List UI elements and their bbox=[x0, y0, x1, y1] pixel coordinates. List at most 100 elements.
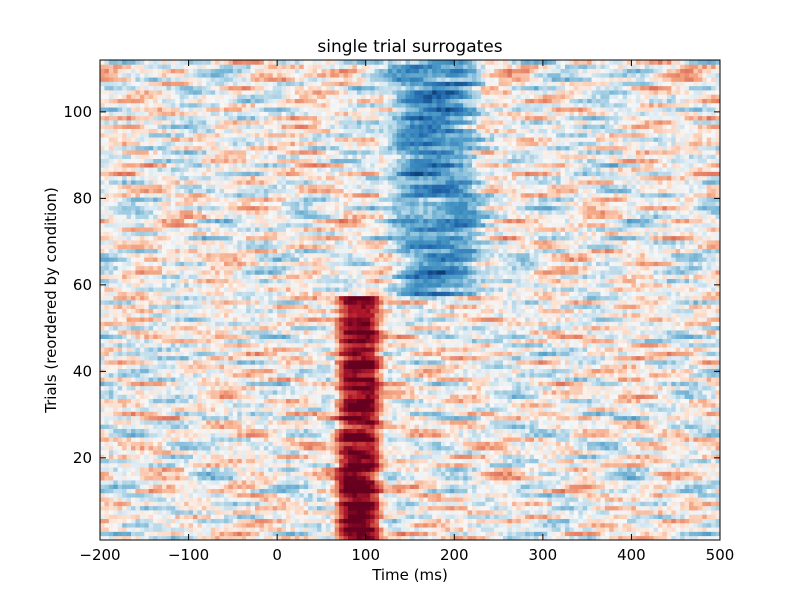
heatmap-cell bbox=[197, 471, 203, 477]
heatmap-cell bbox=[113, 407, 119, 412]
heatmap-cell bbox=[179, 501, 185, 507]
heatmap-cell bbox=[325, 497, 331, 502]
heatmap-cell bbox=[622, 492, 628, 498]
heatmap-cell bbox=[600, 480, 606, 485]
heatmap-cell bbox=[418, 488, 424, 494]
heatmap-cell bbox=[697, 462, 703, 468]
heatmap-cell bbox=[224, 454, 229, 459]
heatmap-cell bbox=[228, 484, 234, 489]
heatmap-cell bbox=[565, 420, 570, 425]
heatmap-cell bbox=[175, 390, 181, 395]
heatmap-cell bbox=[516, 510, 522, 515]
heatmap-cell bbox=[117, 497, 123, 502]
heatmap-cell bbox=[658, 514, 663, 519]
heatmap-cell bbox=[339, 437, 344, 442]
heatmap-cell bbox=[277, 402, 282, 408]
heatmap-cell bbox=[525, 467, 530, 472]
heatmap-cell bbox=[387, 488, 393, 494]
heatmap-cell bbox=[184, 441, 189, 447]
heatmap-cell bbox=[458, 518, 464, 524]
heatmap-cell bbox=[100, 394, 105, 399]
heatmap-cell bbox=[272, 501, 278, 507]
heatmap-cell bbox=[542, 497, 548, 502]
heatmap-cell bbox=[334, 518, 340, 524]
heatmap-cell bbox=[237, 450, 243, 455]
heatmap-cell bbox=[108, 535, 114, 541]
heatmap-cell bbox=[210, 424, 216, 429]
heatmap-cell bbox=[339, 510, 344, 515]
heatmap-cell bbox=[272, 467, 278, 472]
heatmap-cell bbox=[706, 398, 712, 404]
heatmap-cell bbox=[432, 480, 437, 485]
heatmap-cell bbox=[179, 415, 185, 421]
heatmap-cell bbox=[627, 458, 632, 464]
heatmap-cell bbox=[556, 398, 561, 404]
heatmap-cell bbox=[387, 390, 393, 395]
heatmap-cell bbox=[405, 394, 411, 399]
heatmap-cell bbox=[117, 394, 123, 399]
heatmap-cell bbox=[622, 501, 628, 507]
heatmap-cell bbox=[272, 497, 278, 502]
heatmap-cell bbox=[556, 467, 561, 472]
heatmap-cell bbox=[525, 462, 530, 468]
heatmap-cell bbox=[689, 514, 694, 519]
heatmap-cell bbox=[321, 445, 327, 451]
heatmap-cell bbox=[131, 518, 136, 524]
heatmap-cell bbox=[294, 415, 300, 421]
heatmap-cell bbox=[228, 402, 234, 408]
heatmap-cell bbox=[573, 420, 579, 425]
heatmap-cell bbox=[578, 407, 584, 412]
heatmap-cell bbox=[414, 522, 420, 528]
heatmap-cell bbox=[228, 398, 234, 404]
heatmap-cell bbox=[600, 441, 606, 447]
heatmap-cell bbox=[547, 531, 553, 537]
heatmap-cell bbox=[573, 445, 579, 451]
heatmap-cell bbox=[374, 450, 380, 455]
heatmap-cell bbox=[193, 518, 198, 524]
heatmap-cell bbox=[432, 497, 437, 502]
heatmap-cell bbox=[210, 480, 216, 485]
heatmap-cell bbox=[210, 437, 216, 442]
heatmap-cell bbox=[542, 432, 548, 438]
heatmap-cell bbox=[153, 527, 158, 532]
heatmap-cell bbox=[263, 390, 269, 395]
heatmap-cell bbox=[387, 535, 393, 541]
heatmap-cell bbox=[662, 454, 668, 459]
heatmap-cell bbox=[463, 497, 468, 502]
heatmap-cell bbox=[432, 484, 437, 489]
heatmap-cell bbox=[436, 407, 442, 412]
heatmap-cell bbox=[529, 394, 535, 399]
heatmap-cell bbox=[113, 497, 119, 502]
heatmap-cell bbox=[356, 462, 362, 468]
heatmap-cell bbox=[644, 424, 650, 429]
heatmap-cell bbox=[627, 415, 632, 421]
heatmap-cell bbox=[644, 454, 650, 459]
heatmap-cell bbox=[476, 480, 482, 485]
heatmap-cell bbox=[228, 450, 234, 455]
heatmap-cell bbox=[498, 385, 504, 391]
heatmap-cell bbox=[325, 522, 331, 528]
heatmap-cell bbox=[157, 441, 163, 447]
heatmap-cell bbox=[565, 471, 570, 477]
heatmap-cell bbox=[644, 445, 650, 451]
heatmap-cell bbox=[693, 454, 699, 459]
heatmap-cell bbox=[666, 492, 672, 498]
heatmap-cell bbox=[609, 428, 615, 434]
heatmap-cell bbox=[680, 522, 685, 528]
heatmap-cell bbox=[255, 458, 260, 464]
heatmap-cell bbox=[405, 454, 411, 459]
heatmap-cell bbox=[427, 432, 433, 438]
heatmap-cell bbox=[569, 407, 575, 412]
heatmap-cell bbox=[135, 492, 141, 498]
heatmap-cell bbox=[684, 501, 690, 507]
heatmap-cell bbox=[711, 437, 716, 442]
heatmap-cell bbox=[693, 424, 699, 429]
heatmap-cell bbox=[534, 428, 539, 434]
heatmap-cell bbox=[423, 462, 429, 468]
heatmap-cell bbox=[520, 501, 526, 507]
heatmap-cell bbox=[711, 390, 716, 395]
heatmap-cell bbox=[582, 432, 588, 438]
heatmap-cell bbox=[224, 428, 229, 434]
heatmap-cell bbox=[423, 497, 429, 502]
heatmap-cell bbox=[458, 385, 464, 391]
